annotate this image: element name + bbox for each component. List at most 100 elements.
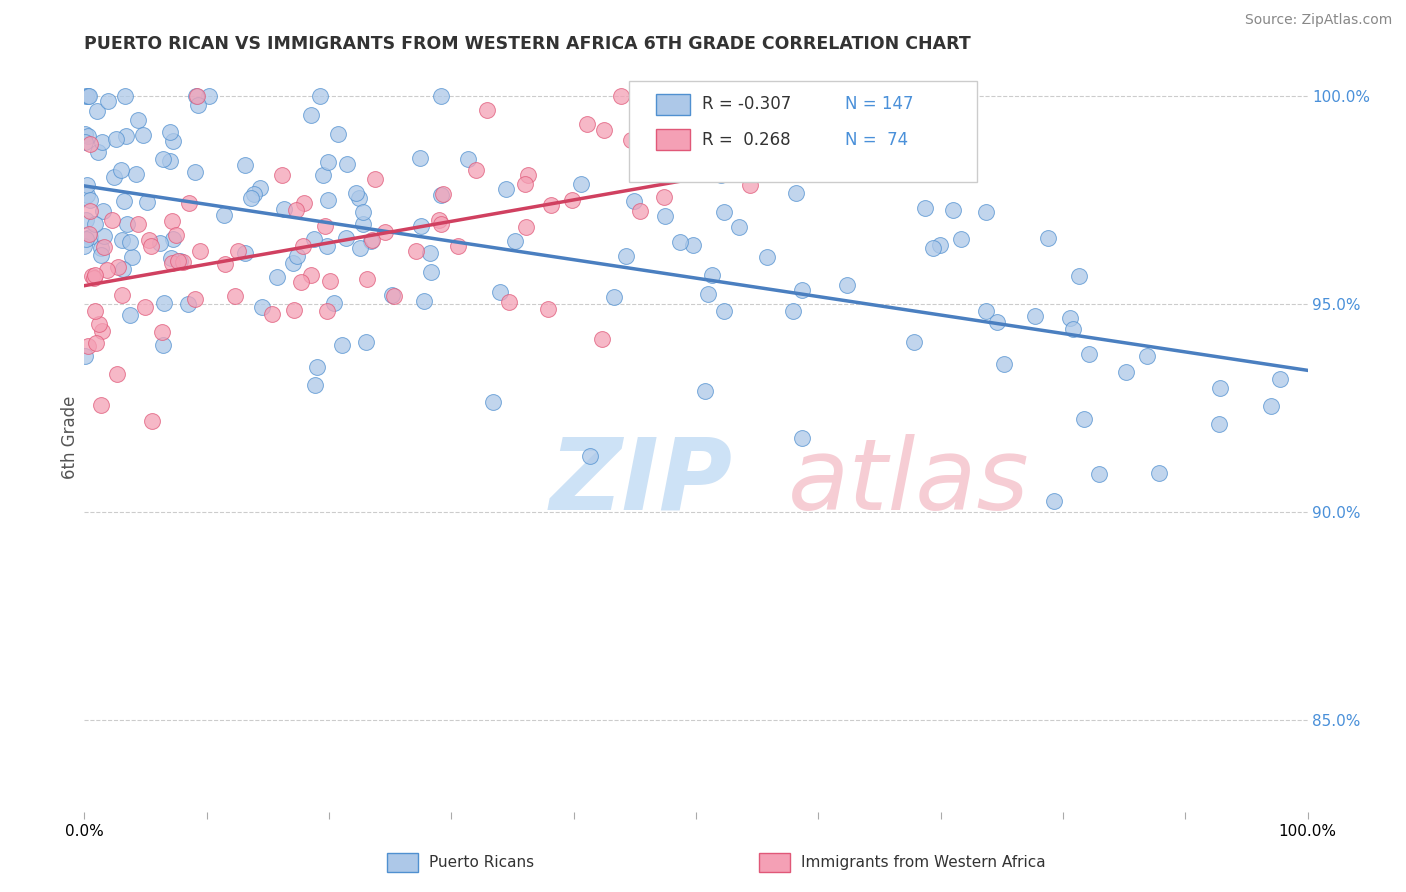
Point: [162, 255, 184, 269]
Point: [214, 257, 236, 271]
Point: [77, 227, 100, 242]
Point: [537, 301, 560, 316]
Point: [112, 194, 135, 209]
Point: [114, 88, 136, 103]
Point: [697, 287, 720, 301]
Point: [79, 204, 101, 219]
Point: [837, 278, 859, 293]
Point: [152, 338, 174, 352]
Point: [432, 187, 454, 202]
Point: [162, 232, 184, 246]
Point: [330, 338, 353, 352]
Point: [90, 248, 112, 262]
Point: [1036, 230, 1059, 244]
Point: [111, 233, 134, 247]
Point: [498, 294, 520, 309]
Y-axis label: 6th Grade: 6th Grade: [60, 395, 79, 479]
Point: [614, 249, 637, 263]
Point: [489, 285, 512, 299]
Point: [349, 241, 371, 255]
Point: [73, 135, 96, 149]
Point: [118, 308, 141, 322]
Point: [305, 359, 328, 374]
Point: [950, 232, 973, 246]
Point: [1024, 310, 1046, 324]
Point: [83, 218, 105, 232]
Point: [150, 325, 173, 339]
Point: [302, 232, 325, 246]
Point: [1073, 412, 1095, 426]
Point: [420, 265, 443, 279]
Point: [745, 136, 768, 150]
Point: [224, 288, 246, 302]
Point: [184, 292, 207, 306]
Point: [652, 190, 675, 204]
Point: [76, 178, 98, 192]
Point: [790, 431, 813, 445]
Point: [93, 240, 115, 254]
Point: [430, 217, 453, 231]
Point: [713, 204, 735, 219]
Point: [354, 334, 377, 349]
Point: [75, 88, 97, 103]
Point: [1062, 321, 1084, 335]
Point: [1067, 269, 1090, 284]
Point: [654, 210, 676, 224]
Text: ZIP: ZIP: [550, 434, 733, 531]
Point: [1059, 311, 1081, 326]
Point: [482, 394, 505, 409]
Point: [172, 255, 194, 269]
Point: [318, 274, 340, 288]
Point: [77, 338, 100, 352]
Text: Puerto Ricans: Puerto Ricans: [429, 855, 534, 870]
Point: [603, 290, 626, 304]
Text: R = -0.307: R = -0.307: [702, 95, 792, 113]
Point: [179, 195, 201, 210]
Point: [82, 268, 104, 283]
Point: [693, 384, 716, 398]
Point: [569, 178, 592, 192]
Point: [160, 251, 183, 265]
Point: [283, 303, 305, 318]
Point: [669, 235, 692, 250]
Point: [105, 132, 128, 146]
Point: [167, 253, 190, 268]
Point: [250, 301, 273, 315]
FancyBboxPatch shape: [628, 81, 977, 182]
Point: [165, 227, 187, 242]
Point: [405, 244, 427, 258]
Point: [322, 296, 344, 310]
Point: [249, 181, 271, 195]
Point: [187, 98, 209, 112]
Point: [111, 288, 134, 302]
Point: [184, 88, 207, 103]
Point: [77, 88, 100, 103]
Point: [475, 103, 498, 117]
Point: [75, 213, 97, 227]
Point: [903, 334, 925, 349]
Point: [127, 217, 149, 231]
Point: [84, 268, 107, 283]
Point: [75, 232, 97, 246]
Point: [127, 113, 149, 128]
Point: [347, 191, 370, 205]
Point: [79, 193, 101, 207]
Point: [620, 132, 643, 146]
Bar: [655, 129, 690, 150]
Text: R =  0.268: R = 0.268: [702, 130, 790, 149]
Point: [1136, 349, 1159, 363]
Point: [91, 203, 114, 218]
Point: [515, 219, 537, 234]
Point: [738, 178, 761, 192]
Point: [117, 217, 139, 231]
Point: [260, 307, 283, 321]
Point: [1043, 494, 1066, 508]
Point: [922, 241, 945, 255]
Point: [713, 304, 735, 318]
Point: [381, 288, 404, 302]
Point: [76, 188, 98, 202]
Point: [138, 233, 160, 247]
Point: [103, 169, 125, 184]
Point: [292, 238, 315, 252]
Point: [336, 157, 359, 171]
